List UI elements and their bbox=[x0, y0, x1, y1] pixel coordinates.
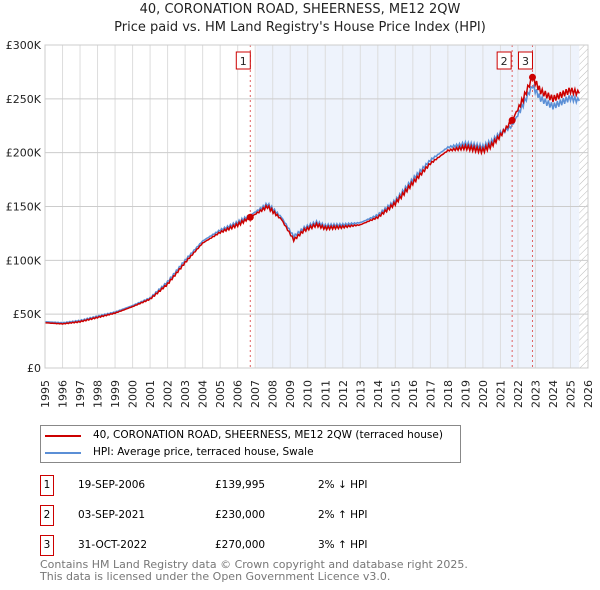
sale-hpi-diff: 2% ↓ HPI bbox=[318, 479, 368, 491]
sale-point bbox=[528, 73, 536, 81]
sale-row: 1 19-SEP-2006 £139,995 2% ↓ HPI bbox=[40, 475, 440, 496]
y-tick-label: £150K bbox=[6, 201, 42, 214]
y-tick-label: £200K bbox=[6, 147, 42, 160]
x-tick-label: 2022 bbox=[512, 380, 525, 408]
x-tick-label: 2020 bbox=[477, 380, 490, 408]
sale-date: 19-SEP-2006 bbox=[78, 479, 146, 491]
sale-label: 3 bbox=[522, 55, 529, 68]
x-tick-label: 2001 bbox=[144, 380, 157, 408]
sale-price: £139,995 bbox=[215, 479, 266, 491]
x-tick-label: 2025 bbox=[564, 380, 577, 408]
sale-badge: 3 bbox=[40, 535, 54, 556]
x-tick-label: 2005 bbox=[214, 380, 227, 408]
x-tick-label: 2016 bbox=[407, 380, 420, 408]
sale-date: 03-SEP-2021 bbox=[78, 509, 146, 521]
series-line bbox=[44, 74, 580, 325]
sale-hpi-diff: 2% ↑ HPI bbox=[318, 509, 368, 521]
x-tick-label: 2021 bbox=[494, 380, 507, 408]
sale-price: £270,000 bbox=[215, 539, 266, 551]
x-tick-label: 2009 bbox=[284, 380, 297, 408]
x-tick-label: 2002 bbox=[162, 380, 175, 408]
x-tick-label: 2017 bbox=[424, 380, 437, 408]
y-tick-label: £0 bbox=[27, 362, 41, 375]
chart-plot: 1995 1996 1997 1998 1999 2000 2001 2002 2003 2004… bbox=[6, 39, 595, 408]
x-tick-label: 2014 bbox=[372, 380, 385, 408]
legend-red-label: 40, CORONATION ROAD, SHEERNESS, ME12 2QW… bbox=[93, 429, 443, 441]
x-tick-label: 2023 bbox=[529, 380, 542, 408]
x-tick-label: 2008 bbox=[267, 380, 280, 408]
footer-line2: This data is licensed under the Open Gov… bbox=[40, 570, 391, 583]
x-tick-label: 2006 bbox=[232, 380, 245, 408]
sale-label-box bbox=[235, 51, 251, 70]
footer: Contains HM Land Registry data © Crown c… bbox=[40, 559, 468, 583]
y-tick-label: £50K bbox=[13, 308, 42, 321]
x-tick-label: 2024 bbox=[547, 380, 560, 408]
x-tick-label: 1999 bbox=[109, 380, 122, 408]
x-tick-label: 2018 bbox=[442, 380, 455, 408]
x-tick-label: 1997 bbox=[74, 380, 87, 408]
sale-label: 1 bbox=[240, 55, 247, 68]
sale-date: 31-OCT-2022 bbox=[78, 539, 147, 551]
legend-red-swatch bbox=[45, 434, 81, 437]
plot-border bbox=[44, 44, 589, 369]
x-tick-label: 2004 bbox=[197, 380, 210, 408]
legend-blue-swatch bbox=[45, 451, 81, 454]
sale-badge: 1 bbox=[40, 475, 54, 496]
x-tick-label: 2013 bbox=[354, 380, 367, 408]
sale-label-box bbox=[517, 51, 533, 70]
sale-point bbox=[246, 213, 254, 221]
x-tick-label: 2010 bbox=[302, 380, 315, 408]
x-tick-label: 1998 bbox=[92, 380, 105, 408]
sale-price: £230,000 bbox=[215, 509, 266, 521]
y-tick-label: £300K bbox=[6, 39, 42, 52]
x-tick-label: 2019 bbox=[459, 380, 472, 408]
sale-badge: 2 bbox=[40, 505, 54, 526]
y-tick-label: £100K bbox=[6, 254, 42, 267]
x-tick-label: 1996 bbox=[57, 380, 70, 408]
chart-title: 40, CORONATION ROAD, SHEERNESS, ME12 2QW bbox=[139, 2, 461, 17]
x-tick-label: 1995 bbox=[39, 380, 52, 408]
y-tick-label: £250K bbox=[6, 93, 42, 106]
legend-blue-label: HPI: Average price, terraced house, Swal… bbox=[93, 446, 314, 458]
x-tick-label: 2003 bbox=[179, 380, 192, 408]
x-tick-label: 2011 bbox=[319, 380, 332, 408]
sale-point bbox=[508, 116, 516, 124]
sale-label-box bbox=[496, 51, 512, 70]
sale-hpi-diff: 3% ↑ HPI bbox=[318, 539, 368, 551]
sale-label: 2 bbox=[501, 55, 508, 68]
sale-row: 2 03-SEP-2021 £230,000 2% ↑ HPI bbox=[40, 505, 440, 526]
x-tick-label: 2026 bbox=[582, 380, 595, 408]
legend: 40, CORONATION ROAD, SHEERNESS, ME12 2QW… bbox=[40, 425, 461, 463]
x-tick-label: 2007 bbox=[249, 380, 262, 408]
footer-line1: Contains HM Land Registry data © Crown c… bbox=[40, 558, 468, 571]
x-tick-label: 2000 bbox=[127, 380, 140, 408]
x-tick-label: 2012 bbox=[337, 380, 350, 408]
x-tick-label: 2015 bbox=[389, 380, 402, 408]
chart-subtitle: Price paid vs. HM Land Registry's House … bbox=[114, 20, 486, 35]
sale-row: 3 31-OCT-2022 £270,000 3% ↑ HPI bbox=[40, 535, 440, 556]
